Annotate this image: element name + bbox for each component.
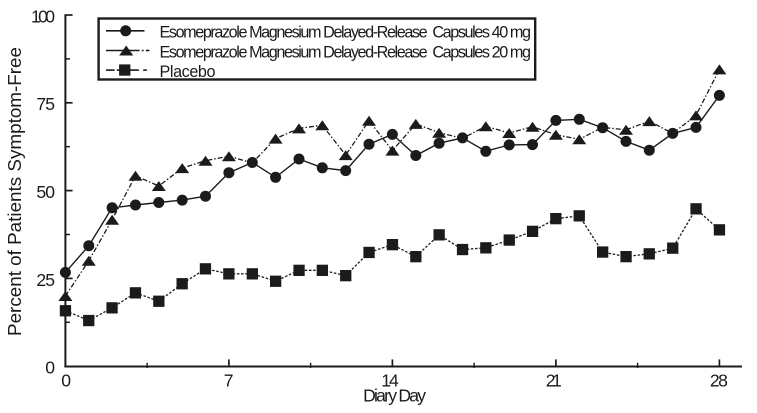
svg-text:50: 50 — [36, 182, 55, 202]
svg-text:Esomeprazole Magnesium Delayed: Esomeprazole Magnesium Delayed-Release C… — [160, 43, 532, 61]
svg-text:0: 0 — [45, 358, 55, 378]
svg-text:21: 21 — [546, 370, 562, 390]
svg-text:0: 0 — [61, 370, 71, 390]
svg-text:25: 25 — [36, 270, 55, 290]
svg-text:Placebo: Placebo — [160, 63, 216, 81]
svg-text:100: 100 — [31, 7, 55, 27]
svg-text:75: 75 — [36, 94, 55, 114]
svg-text:28: 28 — [710, 370, 728, 390]
svg-text:7: 7 — [224, 370, 234, 390]
svg-text:14: 14 — [381, 370, 399, 390]
svg-text:Esomeprazole Magnesium Delayed: Esomeprazole Magnesium Delayed-Release C… — [160, 24, 532, 42]
svg-text:Percent of Patients Symptom-Fr: Percent of Patients Symptom-Free — [5, 47, 25, 336]
svg-text:Diary Day: Diary Day — [363, 385, 426, 405]
